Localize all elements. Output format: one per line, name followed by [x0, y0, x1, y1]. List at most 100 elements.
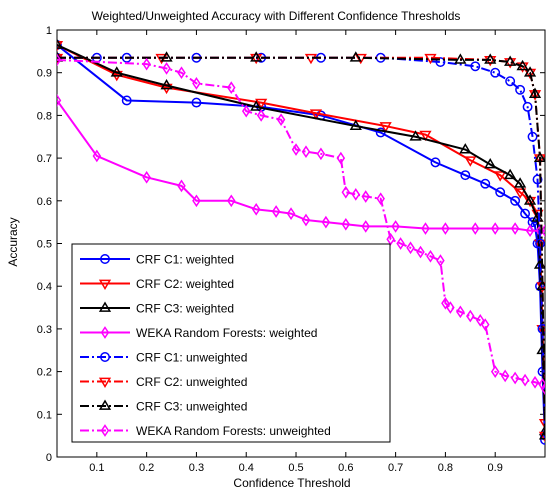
data-point [192, 77, 201, 90]
data-point [441, 296, 450, 310]
legend-entry: CRF C3: unweighted [80, 400, 247, 414]
data-point [250, 51, 263, 62]
data-point [490, 365, 500, 378]
data-point [484, 53, 497, 64]
data-point [504, 168, 517, 180]
data-point [421, 222, 430, 235]
legend-entry: WEKA Random Forests: unweighted [80, 424, 331, 438]
data-point [349, 51, 362, 62]
data-point [336, 151, 346, 165]
data-point [476, 314, 485, 327]
data-point [538, 429, 545, 440]
legend-label: CRF C3: weighted [136, 302, 234, 316]
data-point [459, 143, 472, 154]
x-tick-label: 0.2 [139, 462, 154, 474]
data-point [540, 382, 545, 396]
data-point [471, 222, 480, 235]
legend-label: CRF C1: weighted [136, 253, 234, 267]
legend-entry: WEKA Random Forests: weighted [80, 326, 317, 340]
data-point [522, 101, 533, 112]
data-point [250, 100, 263, 111]
legend-marker [98, 399, 112, 410]
y-tick-label: 0.2 [37, 367, 52, 379]
legend-label: WEKA Random Forests: unweighted [136, 424, 331, 438]
data-point [177, 66, 186, 80]
data-point [57, 38, 64, 49]
data-point [256, 109, 266, 122]
data-point [110, 66, 123, 77]
chart-title: Weighted/Unweighted Accuracy with Differ… [92, 9, 461, 23]
data-point [241, 104, 251, 118]
legend-marker [100, 424, 110, 437]
x-tick-label: 0.8 [438, 462, 453, 474]
data-point [57, 53, 62, 67]
x-tick-label: 0.7 [388, 462, 403, 474]
data-point [386, 232, 395, 246]
data-point [177, 179, 186, 193]
data-point [271, 205, 281, 218]
data-point [536, 279, 545, 291]
data-point [538, 424, 545, 436]
data-point [349, 119, 362, 130]
data-point [494, 171, 507, 182]
legend-entry: CRF C2: unweighted [80, 375, 247, 389]
data-point [523, 194, 537, 205]
data-point [510, 371, 520, 385]
data-point [528, 87, 542, 98]
y-tick-label: 0.9 [37, 68, 52, 80]
series-line [57, 99, 545, 232]
data-point [504, 55, 517, 66]
legend-entry: CRF C3: weighted [80, 302, 234, 316]
data-point [513, 177, 527, 188]
data-point [162, 62, 171, 75]
data-point [538, 418, 545, 430]
series-7 [57, 51, 545, 440]
legend-label: CRF C3: unweighted [136, 400, 247, 414]
data-point [535, 238, 545, 249]
data-point [416, 245, 425, 259]
legend-marker [98, 301, 112, 312]
data-point [92, 149, 102, 163]
data-point [454, 53, 467, 64]
x-tick-label: 0.6 [338, 462, 353, 474]
data-point [255, 98, 268, 110]
data-point [376, 192, 385, 206]
data-point [466, 309, 475, 323]
data-point [513, 188, 527, 199]
legend-label: CRF C2: weighted [136, 277, 234, 291]
data-point [510, 222, 520, 235]
data-point [464, 156, 477, 167]
data-point [446, 301, 455, 314]
y-tick-label: 0.1 [37, 409, 52, 421]
data-point [301, 145, 311, 159]
legend-marker [98, 279, 112, 290]
data-point [523, 68, 537, 80]
legend-marker [100, 326, 110, 339]
data-point [480, 318, 490, 331]
y-tick-label: 0.6 [37, 196, 52, 208]
data-point [160, 51, 173, 62]
series-8 [57, 53, 545, 396]
y-tick-label: 0.7 [37, 153, 52, 165]
data-point [57, 39, 62, 50]
data-point [286, 207, 296, 220]
data-point [523, 196, 537, 208]
data-point [379, 122, 392, 133]
data-point [533, 151, 545, 162]
data-point [527, 131, 538, 142]
series-line [57, 56, 545, 436]
data-point [490, 67, 501, 78]
legend-marker [98, 377, 112, 388]
data-point [191, 97, 202, 108]
data-point [495, 187, 506, 198]
data-point [309, 109, 323, 120]
data-point [520, 208, 531, 219]
data-point [316, 147, 326, 161]
legend: CRF C1: weighted CRF C2: weighted CRF C3: … [71, 243, 391, 443]
data-point [516, 59, 529, 71]
data-point [250, 53, 263, 65]
y-tick-label: 0.4 [37, 281, 52, 293]
data-point [227, 81, 236, 94]
data-point [375, 127, 386, 138]
